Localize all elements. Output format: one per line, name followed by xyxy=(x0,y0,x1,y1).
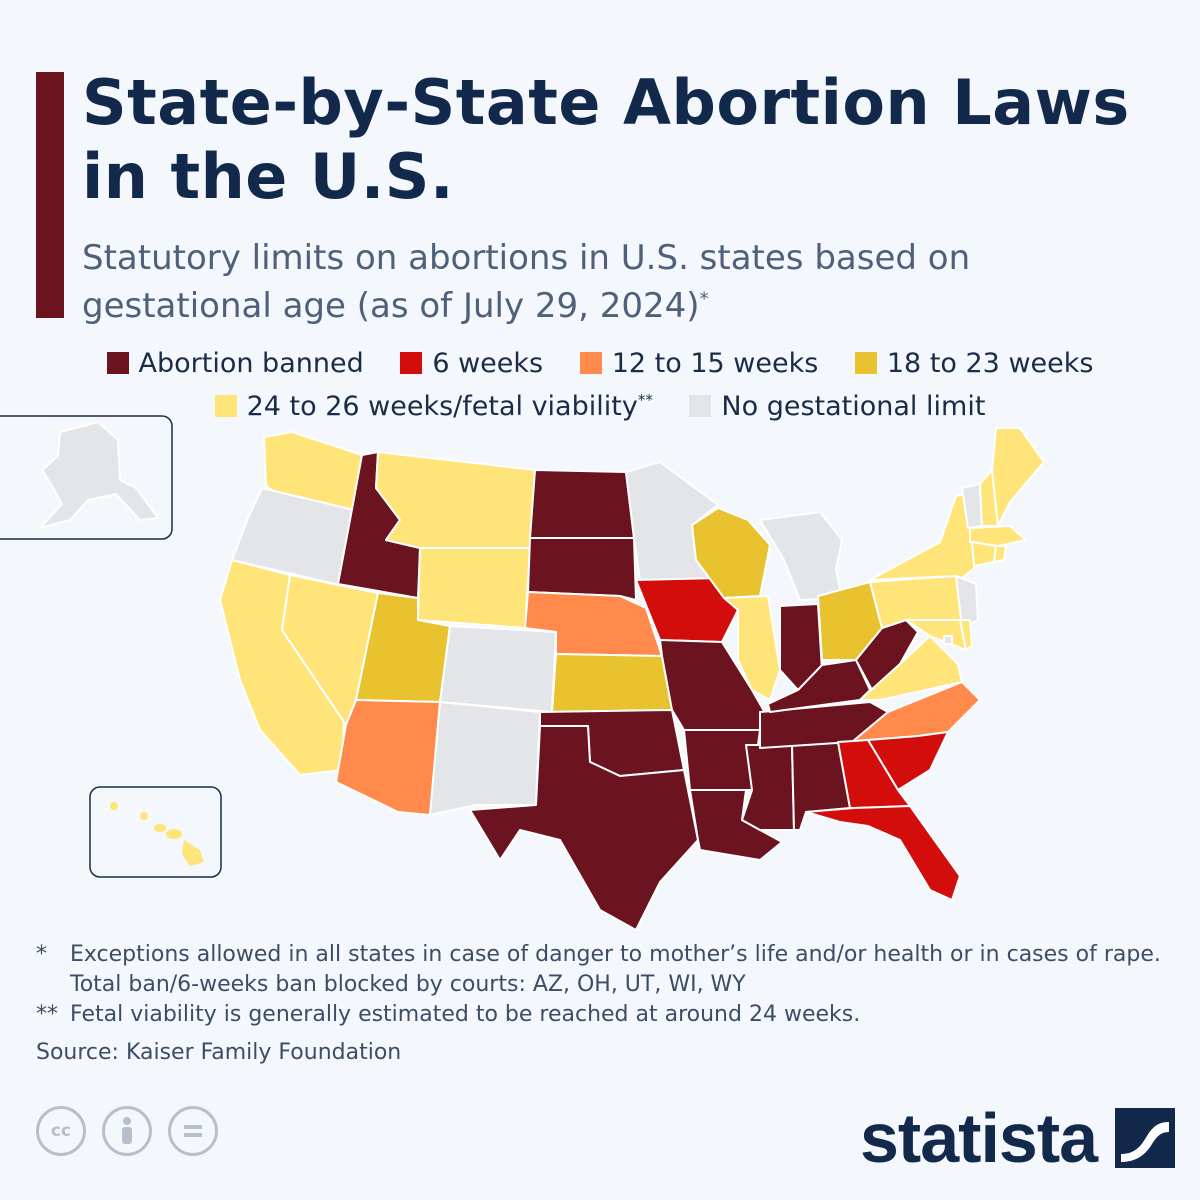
legend-item-6-weeks: 6 weeks xyxy=(400,346,543,382)
map-legend: Abortion banned 6 weeks 12 to 15 weeks 1… xyxy=(60,346,1140,425)
state-RI xyxy=(993,545,1007,563)
statista-logo-icon xyxy=(1115,1108,1176,1168)
state-MI xyxy=(759,511,843,601)
footnote: ** Fetal viability is generally estimate… xyxy=(36,1002,861,1027)
state-ME xyxy=(991,427,1045,527)
state-TX xyxy=(469,725,699,931)
legend-item-banned: Abortion banned xyxy=(106,346,364,382)
state-WY xyxy=(417,547,531,629)
state-FL xyxy=(805,805,961,901)
footnotes: * Exceptions allowed in all states in ca… xyxy=(36,940,1176,1030)
state-IA xyxy=(635,577,739,643)
source-note: Source: Kaiser Family Foundation xyxy=(36,1040,402,1065)
state-SD xyxy=(527,537,637,601)
person-icon[interactable] xyxy=(102,1106,152,1156)
state-NJ xyxy=(955,575,979,629)
page-title: State-by-State Abortion Laws in the U.S. xyxy=(82,66,1130,213)
page-subtitle: Statutory limits on abortions in U.S. st… xyxy=(82,238,971,326)
legend-item-12-15-weeks: 12 to 15 weeks xyxy=(579,346,818,382)
brand-wordmark: statista xyxy=(860,1099,1098,1177)
us-map xyxy=(0,415,1045,931)
legend-swatch xyxy=(854,352,877,374)
subtitle-footnote-mark: * xyxy=(699,288,709,310)
state-IL xyxy=(723,595,781,701)
legend-item-no-limit: No gestational limit xyxy=(689,389,985,425)
state-MA xyxy=(969,525,1027,547)
state-ND xyxy=(529,469,635,539)
legend-swatch xyxy=(106,352,129,374)
state-DE xyxy=(959,619,973,651)
state-HI xyxy=(110,802,204,866)
state-CO xyxy=(439,625,557,713)
legend-swatch xyxy=(400,352,423,374)
state-LA xyxy=(689,789,783,861)
legend-swatch xyxy=(214,395,237,417)
state-AK xyxy=(39,421,159,529)
legend-item-viability: 24 to 26 weeks/fetal viability** xyxy=(214,382,653,425)
alaska-inset-frame xyxy=(0,415,173,540)
state-MT xyxy=(375,451,536,549)
hawaii-inset-frame xyxy=(89,786,222,878)
title-accent-bar xyxy=(36,72,64,318)
state-DC xyxy=(943,635,953,645)
state-AZ xyxy=(335,699,441,816)
state-KS xyxy=(551,653,673,713)
legend-swatch xyxy=(579,352,602,374)
state-NM xyxy=(429,701,541,816)
license-icons: cc xyxy=(36,1106,218,1156)
state-WI xyxy=(691,507,771,599)
state-VA xyxy=(859,635,963,701)
footnote: * Exceptions allowed in all states in ca… xyxy=(36,942,1161,997)
legend-item-18-23-weeks: 18 to 23 weeks xyxy=(854,346,1093,382)
statista-brand[interactable]: statista xyxy=(860,1098,1176,1178)
equals-icon[interactable] xyxy=(168,1106,218,1156)
cc-icon[interactable]: cc xyxy=(36,1106,86,1156)
state-CT xyxy=(971,541,997,567)
legend-swatch xyxy=(689,395,712,417)
